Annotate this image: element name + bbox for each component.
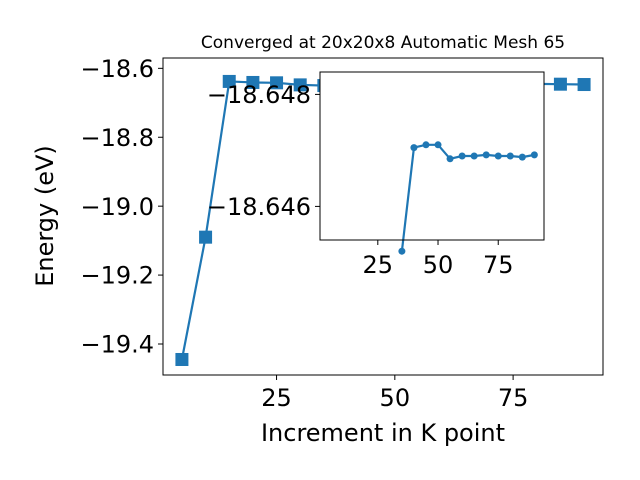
inset-x-tick-label-0: 25	[363, 251, 394, 279]
inset-data-point-2	[422, 141, 430, 149]
main-y-tick-label-1: −19.2	[80, 262, 154, 290]
main-data-point-3	[246, 75, 260, 89]
inset-y-tick-label-1: −18.646	[207, 193, 311, 221]
main-frame	[162, 57, 604, 376]
main-data-point-0	[175, 352, 189, 366]
main-data-point-4	[270, 76, 284, 90]
inset-data-point-6	[470, 152, 478, 160]
main-data-point-2	[222, 74, 236, 88]
inset-data-point-11	[530, 151, 538, 159]
inset-x-tick-label-1: 50	[423, 251, 454, 279]
main-y-tick-label-4: −18.6	[80, 55, 154, 83]
inset-data-point-8	[494, 152, 502, 160]
inset-data-point-10	[518, 153, 526, 161]
y-axis-label: Energy (eV)	[31, 145, 59, 287]
main-data-point-1	[199, 230, 213, 244]
inset-data-point-4	[446, 155, 454, 163]
main-y-tick-label-3: −18.8	[80, 124, 154, 152]
x-axis-label: Increment in K point	[261, 419, 505, 447]
main-x-tick-label-2: 75	[498, 384, 529, 412]
main-data-point-16	[553, 77, 567, 91]
main-y-tick-label-0: −19.4	[80, 331, 154, 359]
inset-data-point-1	[410, 144, 418, 152]
inset-data-point-7	[482, 151, 490, 159]
inset-data-point-0	[398, 247, 406, 255]
main-y-tick-label-2: −19.0	[80, 193, 154, 221]
inset-x-tick-label-2: 75	[483, 251, 514, 279]
inset-data-point-9	[506, 152, 514, 160]
main-x-tick-label-0: 25	[261, 384, 292, 412]
main-x-tick-label-1: 50	[380, 384, 411, 412]
inset-frame	[319, 71, 545, 241]
inset-data-point-3	[434, 141, 442, 149]
chart-title: Converged at 20x20x8 Automatic Mesh 65	[201, 33, 565, 53]
main-data-point-5	[293, 78, 307, 92]
inset-data-point-5	[458, 152, 466, 160]
main-data-point-17	[577, 78, 591, 92]
inset-plot: 25 50 75 −18.648 −18.646	[207, 71, 545, 279]
inset-y-tick-label-0: −18.648	[207, 81, 311, 109]
